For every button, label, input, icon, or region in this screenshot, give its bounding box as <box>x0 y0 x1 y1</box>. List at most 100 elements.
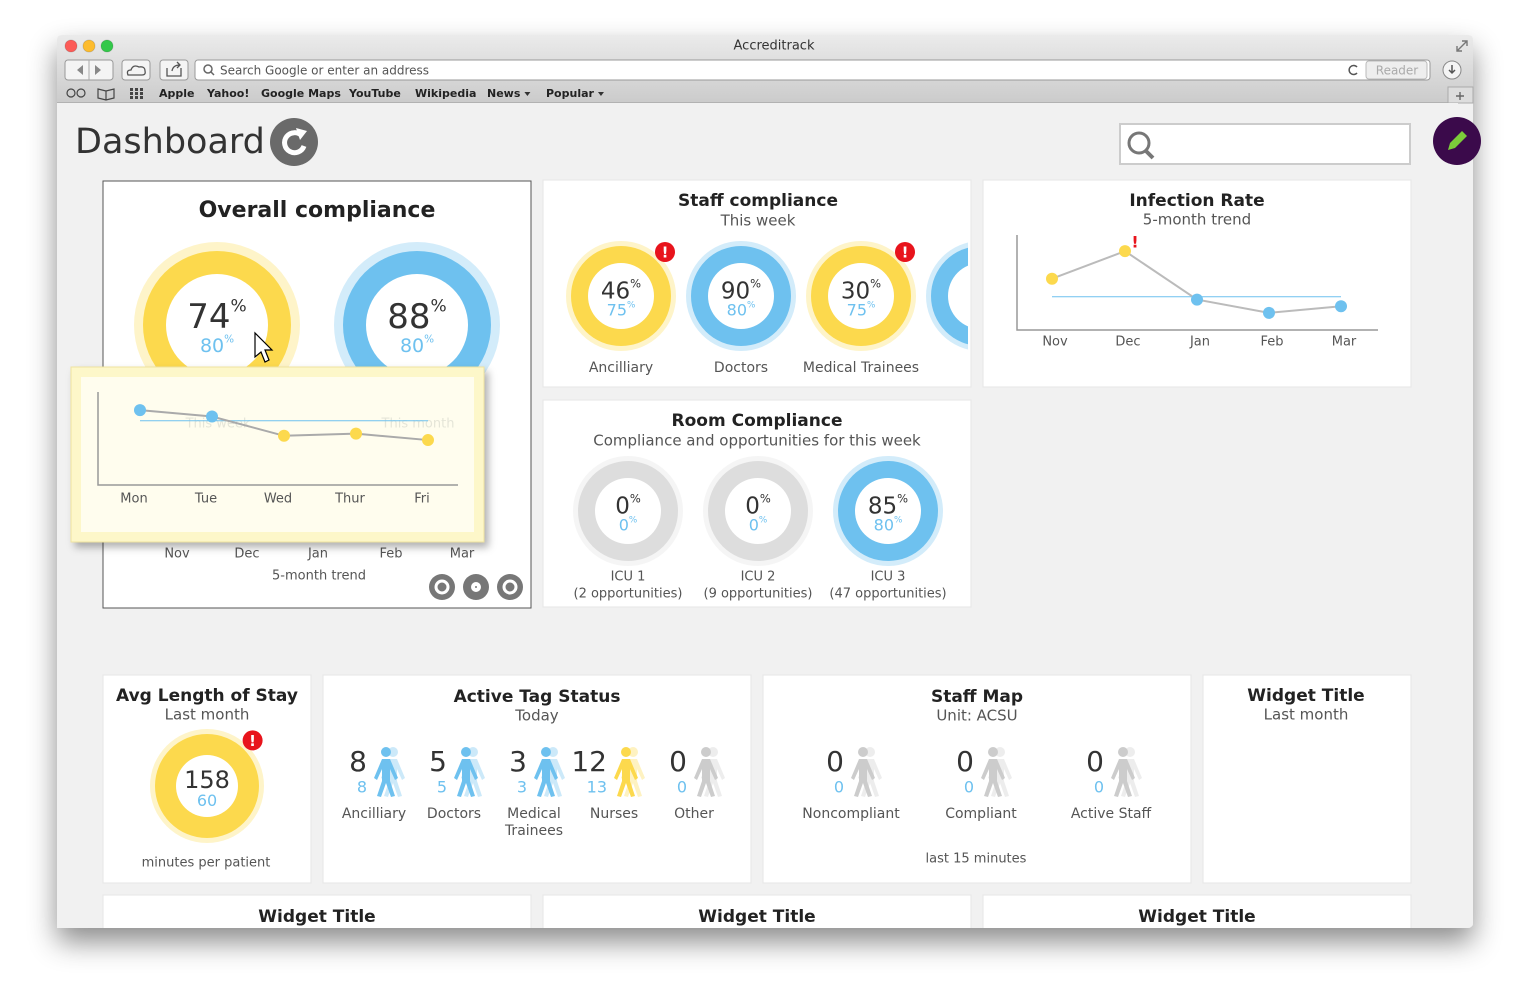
target-count: 3 <box>517 778 527 797</box>
bookmark[interactable]: Yahoo! <box>206 87 249 100</box>
bookmark[interactable]: News <box>487 87 521 100</box>
target-count: 0 <box>834 778 844 797</box>
share-icon <box>166 61 182 77</box>
target: 75 <box>607 300 627 319</box>
edit-widget[interactable] <box>463 574 489 600</box>
ring-center <box>166 274 268 376</box>
x-tick-label: Feb <box>1260 335 1283 350</box>
x-tick-label: Jan <box>1189 335 1210 350</box>
unit: % <box>750 276 761 290</box>
bookmark[interactable]: Google Maps <box>261 87 341 100</box>
ring-target: 60 <box>197 790 217 809</box>
plus-icon <box>1456 92 1464 100</box>
person-head <box>701 747 711 757</box>
person-shadow-head <box>548 747 558 757</box>
item-label: Compliant <box>945 806 1017 822</box>
item-label: Ancilliary <box>342 806 406 822</box>
ring-detail: (9 opportunities) <box>704 587 813 602</box>
data-point <box>1335 300 1347 313</box>
ring-value: 0% <box>615 491 641 519</box>
unit: % <box>870 276 881 290</box>
pencil-icon <box>1448 131 1467 150</box>
reader-button[interactable] <box>1365 60 1428 80</box>
target: 75 <box>847 300 867 319</box>
refresh-widget[interactable] <box>429 574 455 600</box>
window-button[interactable] <box>82 39 96 53</box>
panel-title: Active Tag Status <box>454 687 621 707</box>
ring-value: 74% <box>187 296 246 336</box>
person-head <box>1118 747 1128 757</box>
target: 80 <box>400 335 424 357</box>
clipped-ring <box>926 242 968 350</box>
window-button[interactable] <box>100 39 114 53</box>
top-sites-icon <box>140 92 143 95</box>
refresh-arrow <box>296 128 307 140</box>
search-box[interactable] <box>1119 123 1411 165</box>
ring-value: 0% <box>745 491 771 519</box>
widget-panel <box>982 894 1412 928</box>
refresh-button[interactable] <box>270 118 318 166</box>
panel-subtitle: Compliance and opportunities for this we… <box>593 432 921 450</box>
count: 8 <box>349 745 367 778</box>
count: 3 <box>509 745 527 778</box>
person-shadow-head <box>468 747 478 757</box>
x-tick-label: Mar <box>1332 335 1357 350</box>
unit: % <box>760 491 771 505</box>
data-point <box>1191 293 1203 306</box>
panel-subtitle: 5-month trend <box>1143 211 1251 229</box>
panel-title: Infection Rate <box>1129 191 1264 211</box>
cursor <box>254 331 274 363</box>
value: 0 <box>615 493 630 519</box>
x-tick-label: Wed <box>264 492 292 507</box>
alert-mark: ! <box>662 244 669 262</box>
panel-title: Staff Map <box>931 687 1023 707</box>
bookmark[interactable]: Popular <box>546 87 595 100</box>
target: 80 <box>727 300 747 319</box>
ring-label: Doctors <box>714 360 768 376</box>
person-head <box>461 747 471 757</box>
person-shadow-head <box>865 747 875 757</box>
target-unit: % <box>224 333 234 345</box>
top-sites-icon <box>140 88 143 91</box>
download-icon <box>1448 65 1456 75</box>
address-placeholder: Search Google or enter an address <box>220 64 429 78</box>
person-icon <box>981 759 1005 797</box>
target-unit: % <box>629 515 637 525</box>
ring-label: Ancilliary <box>589 360 653 376</box>
count: 0 <box>669 745 687 778</box>
person-shadow-head <box>708 747 718 757</box>
data-point <box>1119 245 1131 258</box>
ring-value: 88% <box>387 296 446 336</box>
item-label: Active Staff <box>1071 806 1152 822</box>
ring-target: 75% <box>607 300 636 319</box>
panel-title: Widget Title <box>698 907 815 927</box>
bookmark[interactable]: Wikipedia <box>415 87 476 100</box>
settings-widget[interactable] <box>497 574 523 600</box>
icloud-button[interactable] <box>121 59 151 81</box>
bookmark[interactable]: Apple <box>159 87 195 100</box>
count: 12 <box>571 745 607 778</box>
axis <box>1016 235 1378 331</box>
bookmark[interactable]: YouTube <box>348 87 401 100</box>
alert-badge <box>242 730 263 751</box>
icon-glyph <box>434 579 450 595</box>
x-tick-label: Mar <box>450 547 475 562</box>
target-count: 5 <box>437 778 447 797</box>
panel-title: Widget Title <box>1138 907 1255 927</box>
address-bar[interactable] <box>194 59 1431 81</box>
share-button[interactable] <box>159 59 189 81</box>
panel-subtitle: Last month <box>165 706 250 724</box>
alert-badge <box>655 242 675 262</box>
window-button[interactable] <box>64 39 78 53</box>
x-tick-label: Tue <box>194 492 217 507</box>
ring-center <box>366 274 468 376</box>
ring-center <box>725 478 791 544</box>
item-label: Nurses <box>590 806 638 822</box>
search-icon-handle <box>1144 149 1155 160</box>
top-sites-icon <box>140 96 143 99</box>
alert-mark: ! <box>249 732 256 750</box>
x-tick-label: Dec <box>234 547 259 562</box>
ring-detail: (47 opportunities) <box>829 587 946 602</box>
ring-value: 90% <box>721 276 761 304</box>
